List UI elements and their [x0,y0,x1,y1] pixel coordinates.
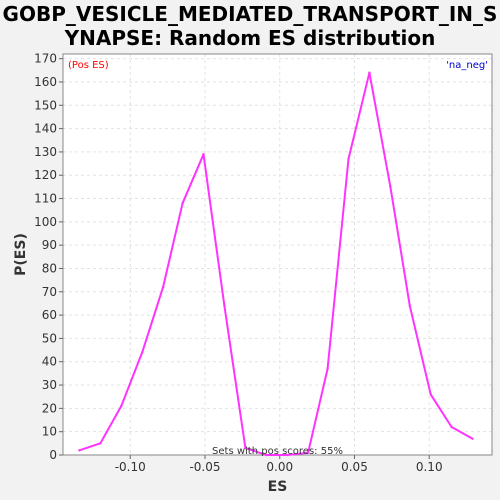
data-point [244,446,247,450]
pos-scores-footnote: Sets with pos scores: 55% [212,446,343,457]
data-point [202,153,205,156]
data-point [141,351,144,354]
series-layer [78,71,474,457]
data-point [78,449,81,452]
x-tick-label: 0.00 [266,460,293,474]
y-tick-label: 150 [34,98,57,112]
data-point [450,425,453,429]
y-tick-label: 40 [42,355,57,369]
y-tick-label: 60 [42,308,57,322]
y-tick-label: 70 [42,285,57,299]
data-point [181,202,184,205]
y-tick-label: 110 [34,192,57,206]
data-point [471,437,474,440]
plot-background [63,54,492,455]
y-tick-label: 90 [42,238,57,252]
y-axis-label: P(ES) [13,233,29,276]
pos-es-label: (Pos ES) [68,60,109,71]
x-tick-label: 0.05 [341,460,368,474]
data-point [99,442,102,445]
y-tick-label: 10 [42,425,57,439]
y-tick-label: 80 [42,261,57,275]
y-tick-label: 160 [34,75,57,89]
data-point [286,453,289,457]
data-point [347,157,350,161]
y-tick-label: 30 [42,378,57,392]
data-point [429,393,432,396]
na-neg-label: 'na_neg' [446,60,488,71]
data-point [265,453,268,457]
x-tick-label: -0.10 [115,460,146,474]
data-point [161,285,165,289]
chart-title-line-2: YNAPSE: Random ES distribution [64,26,436,50]
data-point [408,304,411,307]
y-tick-label: 50 [42,331,57,345]
x-axis-label: ES [268,479,288,495]
y-tick-label: 100 [34,215,57,229]
x-tick-label: -0.05 [189,460,220,474]
axes: 0 10 20 30 40 50 60 70 80 90 100 110 120 130 140 150 160… [34,52,442,474]
y-tick-label: 120 [34,168,57,182]
x-tick-label: 0.10 [416,460,443,474]
data-point [326,367,329,370]
data-point [120,404,123,408]
y-tick-label: 170 [34,52,57,66]
data-point [389,185,392,189]
es-distribution-line [79,71,474,456]
data-point [223,304,226,307]
grid-lines [63,54,492,456]
y-tick-label: 20 [42,401,57,415]
y-tick-label: 140 [34,122,57,136]
chart-title-line-1: GOBP_VESICLE_MEDIATED_TRANSPORT_IN_S [2,2,498,26]
y-tick-label: 130 [34,145,57,159]
data-point [306,451,310,454]
y-tick-label: 0 [49,448,57,462]
data-point [368,71,371,74]
